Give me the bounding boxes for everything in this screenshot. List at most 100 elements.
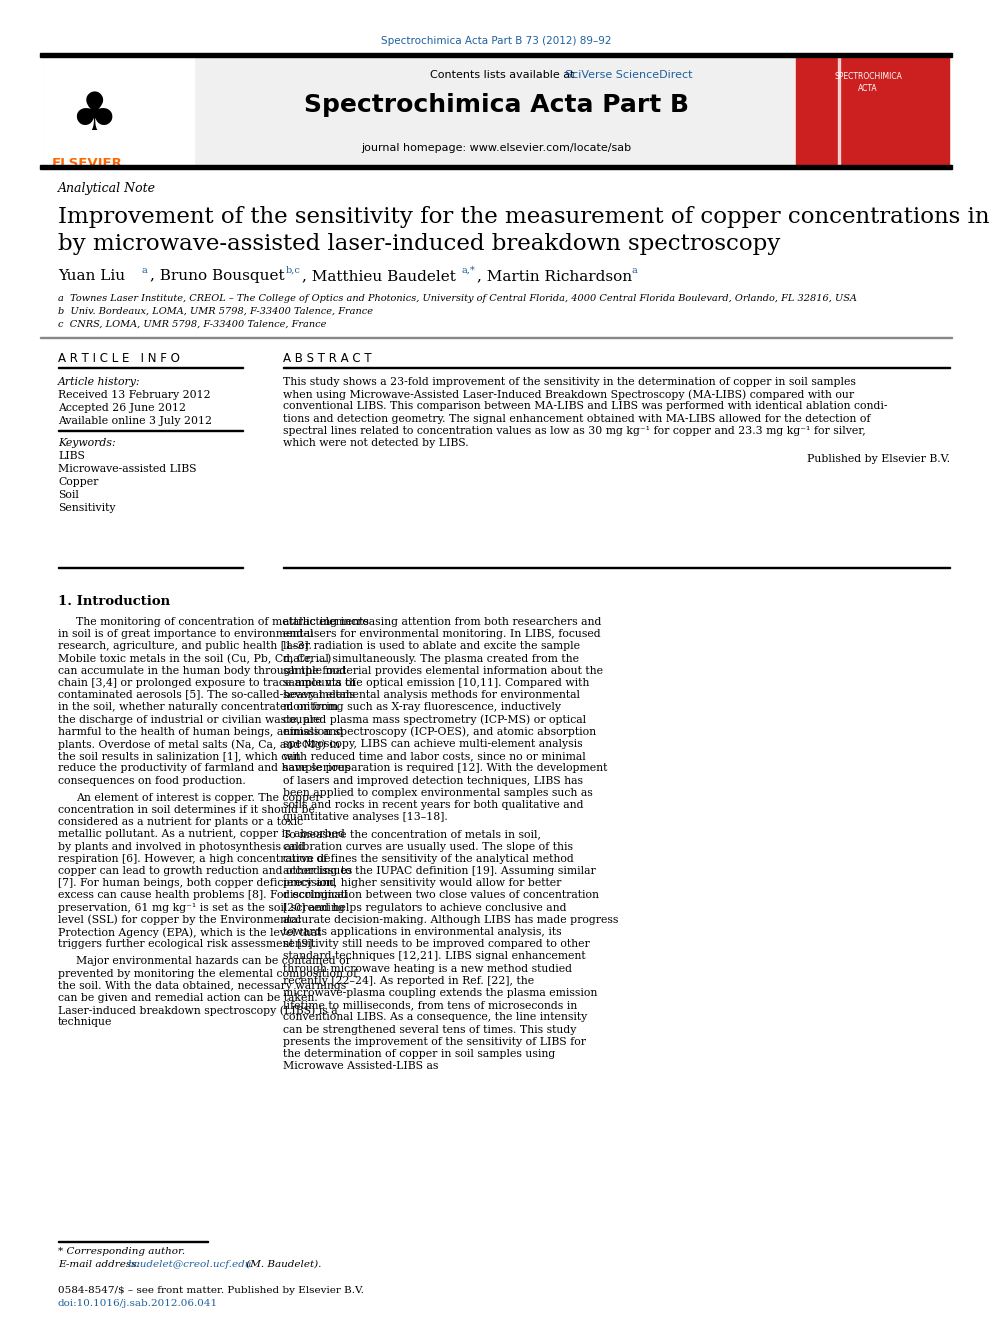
Text: Major environmental hazards can be contained or: Major environmental hazards can be conta…	[76, 957, 351, 966]
Text: Available online 3 July 2012: Available online 3 July 2012	[58, 415, 212, 426]
Text: An element of interest is copper. The copper: An element of interest is copper. The co…	[76, 792, 320, 803]
Text: plants. Overdose of metal salts (Na, Ca, and Mg) in: plants. Overdose of metal salts (Na, Ca,…	[58, 740, 340, 750]
Text: Mobile toxic metals in the soil (Cu, Pb, Cd, Cr, …): Mobile toxic metals in the soil (Cu, Pb,…	[58, 654, 331, 664]
Text: contaminated aerosols [5]. The so-called-heavy metals: contaminated aerosols [5]. The so-called…	[58, 691, 355, 700]
Text: the soil. With the data obtained, necessary warnings: the soil. With the data obtained, necess…	[58, 980, 346, 991]
Text: attracting increasing attention from both researchers and: attracting increasing attention from bot…	[283, 617, 601, 627]
Text: recently [22–24]. As reported in Ref. [22], the: recently [22–24]. As reported in Ref. [2…	[283, 976, 534, 986]
Text: * Corresponding author.: * Corresponding author.	[58, 1248, 186, 1256]
Text: spectroscopy, LIBS can achieve multi-element analysis: spectroscopy, LIBS can achieve multi-ele…	[283, 740, 582, 749]
Text: soils and rocks in recent years for both qualitative and: soils and rocks in recent years for both…	[283, 800, 583, 810]
Text: through microwave heating is a new method studied: through microwave heating is a new metho…	[283, 963, 572, 974]
Text: several elemental analysis methods for environmental: several elemental analysis methods for e…	[283, 691, 580, 700]
Text: been applied to complex environmental samples such as: been applied to complex environmental sa…	[283, 787, 593, 798]
Text: precision, higher sensitivity would allow for better: precision, higher sensitivity would allo…	[283, 878, 561, 888]
Text: with reduced time and labor costs, since no or minimal: with reduced time and labor costs, since…	[283, 751, 585, 761]
Text: To measure the concentration of metals in soil,: To measure the concentration of metals i…	[283, 830, 541, 839]
Text: 1. Introduction: 1. Introduction	[58, 595, 170, 609]
Text: 0584-8547/$ – see front matter. Published by Elsevier B.V.: 0584-8547/$ – see front matter. Publishe…	[58, 1286, 364, 1295]
Text: , Bruno Bousquet: , Bruno Bousquet	[150, 269, 290, 283]
Text: technique: technique	[58, 1017, 112, 1028]
Text: Spectrochimica Acta Part B 73 (2012) 89–92: Spectrochimica Acta Part B 73 (2012) 89–…	[381, 36, 611, 46]
Text: in the soil, whether naturally concentrated or from: in the soil, whether naturally concentra…	[58, 703, 338, 712]
Text: Copper: Copper	[58, 478, 98, 487]
Text: sample preparation is required [12]. With the development: sample preparation is required [12]. Wit…	[283, 763, 607, 774]
Text: preservation, 61 mg kg⁻¹ is set as the soil screening: preservation, 61 mg kg⁻¹ is set as the s…	[58, 902, 345, 913]
Text: metallic pollutant. As a nutrient, copper is absorbed: metallic pollutant. As a nutrient, coppe…	[58, 830, 345, 839]
Text: when using Microwave-Assisted Laser-Induced Breakdown Spectroscopy (MA-LIBS) com: when using Microwave-Assisted Laser-Indu…	[283, 389, 854, 400]
Text: Yuan Liu: Yuan Liu	[58, 269, 130, 283]
Text: prevented by monitoring the elemental composition of: prevented by monitoring the elemental co…	[58, 968, 357, 979]
Text: ELSEVIER: ELSEVIER	[52, 157, 123, 169]
Text: sensitivity still needs to be improved compared to other: sensitivity still needs to be improved c…	[283, 939, 590, 949]
Text: lifetime to milliseconds, from tens of microseconds in: lifetime to milliseconds, from tens of m…	[283, 1000, 577, 1011]
Text: the soil results in salinization [1], which can: the soil results in salinization [1], wh…	[58, 751, 301, 761]
Text: LIBS: LIBS	[58, 451, 85, 460]
Text: discrimination between two close values of concentration: discrimination between two close values …	[283, 890, 599, 901]
Text: consequences on food production.: consequences on food production.	[58, 775, 246, 786]
Text: of lasers and improved detection techniques, LIBS has: of lasers and improved detection techniq…	[283, 775, 583, 786]
Text: reduce the productivity of farmland and have serious: reduce the productivity of farmland and …	[58, 763, 350, 774]
Text: harmful to the health of human beings, animals and: harmful to the health of human beings, a…	[58, 726, 343, 737]
Text: Microwave-assisted LIBS: Microwave-assisted LIBS	[58, 464, 196, 474]
Text: emission spectroscopy (ICP-OES), and atomic absorption: emission spectroscopy (ICP-OES), and ato…	[283, 726, 596, 737]
Bar	[838, 57, 840, 165]
Text: [7]. For human beings, both copper deficiency and: [7]. For human beings, both copper defic…	[58, 878, 336, 888]
Text: excess can cause health problems [8]. For ecological: excess can cause health problems [8]. Fo…	[58, 890, 347, 901]
Text: sample via the optical emission [10,11]. Compared with: sample via the optical emission [10,11].…	[283, 677, 589, 688]
Bar	[40, 165, 952, 169]
Text: Protection Agency (EPA), which is the level that: Protection Agency (EPA), which is the le…	[58, 927, 321, 938]
Bar	[44, 57, 949, 165]
Text: , Matthieu Baudelet: , Matthieu Baudelet	[302, 269, 460, 283]
Text: Improvement of the sensitivity for the measurement of copper concentrations in s: Improvement of the sensitivity for the m…	[58, 206, 992, 228]
Text: material simultaneously. The plasma created from the: material simultaneously. The plasma crea…	[283, 654, 579, 664]
Text: respiration [6]. However, a high concentration of: respiration [6]. However, a high concent…	[58, 853, 327, 864]
Text: Sensitivity: Sensitivity	[58, 503, 115, 513]
Text: triggers further ecological risk assessment [9].: triggers further ecological risk assessm…	[58, 939, 315, 949]
Text: calibration curves are usually used. The slope of this: calibration curves are usually used. The…	[283, 841, 573, 852]
Text: tions and detection geometry. The signal enhancement obtained with MA-LIBS allow: tions and detection geometry. The signal…	[283, 414, 871, 423]
Text: monitoring such as X-ray fluorescence, inductively: monitoring such as X-ray fluorescence, i…	[283, 703, 561, 712]
Text: level (SSL) for copper by the Environmental: level (SSL) for copper by the Environmen…	[58, 914, 302, 925]
Text: in soil is of great importance to environmental: in soil is of great importance to enviro…	[58, 630, 313, 639]
Text: by microwave-assisted laser-induced breakdown spectroscopy: by microwave-assisted laser-induced brea…	[58, 233, 781, 255]
Text: Microwave Assisted-LIBS as: Microwave Assisted-LIBS as	[283, 1061, 438, 1072]
Bar	[44, 57, 194, 165]
Text: (M. Baudelet).: (M. Baudelet).	[243, 1259, 321, 1269]
Bar	[40, 53, 952, 57]
Text: journal homepage: www.elsevier.com/locate/sab: journal homepage: www.elsevier.com/locat…	[361, 143, 631, 153]
Text: E-mail address:: E-mail address:	[58, 1259, 144, 1269]
Text: , Martin Richardson: , Martin Richardson	[477, 269, 637, 283]
Text: Laser-induced breakdown spectroscopy (LIBS) is a: Laser-induced breakdown spectroscopy (LI…	[58, 1005, 337, 1016]
Text: Accepted 26 June 2012: Accepted 26 June 2012	[58, 404, 186, 413]
Text: Published by Elsevier B.V.: Published by Elsevier B.V.	[807, 454, 950, 464]
Text: standard techniques [12,21]. LIBS signal enhancement: standard techniques [12,21]. LIBS signal…	[283, 951, 585, 962]
Text: considered as a nutrient for plants or a toxic: considered as a nutrient for plants or a…	[58, 818, 304, 827]
Text: quantitative analyses [13–18].: quantitative analyses [13–18].	[283, 812, 447, 822]
Text: Soil: Soil	[58, 490, 79, 500]
Text: SciVerse ScienceDirect: SciVerse ScienceDirect	[565, 70, 692, 79]
Text: laser radiation is used to ablate and excite the sample: laser radiation is used to ablate and ex…	[283, 642, 580, 651]
Text: concentration in soil determines if it should be: concentration in soil determines if it s…	[58, 804, 314, 815]
Text: sample material provides elemental information about the: sample material provides elemental infor…	[283, 665, 603, 676]
Text: Keywords:: Keywords:	[58, 438, 116, 448]
Text: chain [3,4] or prolonged exposure to trace amounts of: chain [3,4] or prolonged exposure to tra…	[58, 677, 356, 688]
Text: Analytical Note: Analytical Note	[58, 183, 156, 194]
Text: by plants and involved in photosynthesis and: by plants and involved in photosynthesis…	[58, 841, 305, 852]
Text: the discharge of industrial or civilian waste, are: the discharge of industrial or civilian …	[58, 714, 321, 725]
Text: conventional LIBS. This comparison between MA-LIBS and LIBS was performed with i: conventional LIBS. This comparison betwe…	[283, 401, 888, 411]
Text: copper can lead to growth reduction and other issues: copper can lead to growth reduction and …	[58, 867, 352, 876]
Text: spectral lines related to concentration values as low as 30 mg kg⁻¹ for copper a: spectral lines related to concentration …	[283, 426, 866, 435]
Text: A B S T R A C T: A B S T R A C T	[283, 352, 372, 365]
Text: a: a	[632, 266, 638, 275]
Text: SPECTROCHIMICA
ACTA: SPECTROCHIMICA ACTA	[834, 71, 902, 93]
Text: doi:10.1016/j.sab.2012.06.041: doi:10.1016/j.sab.2012.06.041	[58, 1299, 218, 1308]
Text: research, agriculture, and public health [1–3].: research, agriculture, and public health…	[58, 642, 311, 651]
Text: can accumulate in the human body through the food: can accumulate in the human body through…	[58, 665, 346, 676]
Text: can be given and remedial action can be taken.: can be given and remedial action can be …	[58, 994, 317, 1003]
Bar	[796, 57, 949, 165]
Text: This study shows a 23-fold improvement of the sensitivity in the determination o: This study shows a 23-fold improvement o…	[283, 377, 856, 388]
Text: conventional LIBS. As a consequence, the line intensity: conventional LIBS. As a consequence, the…	[283, 1012, 587, 1023]
Text: which were not detected by LIBS.: which were not detected by LIBS.	[283, 438, 468, 448]
Text: c  CNRS, LOMA, UMR 5798, F-33400 Talence, France: c CNRS, LOMA, UMR 5798, F-33400 Talence,…	[58, 320, 326, 329]
